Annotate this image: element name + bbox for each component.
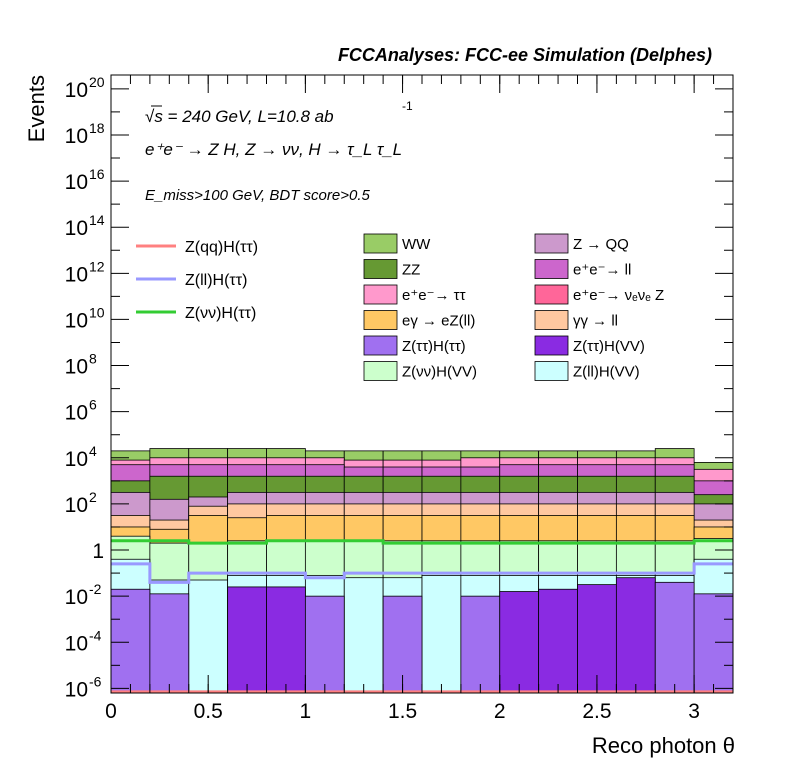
y-tick-label: 10	[65, 171, 88, 194]
stack-bar	[227, 586, 267, 694]
y-tick-label: 10	[65, 263, 88, 286]
legend-fill-label: Z(ττ)H(ττ)	[402, 338, 466, 355]
stack-bar	[615, 577, 656, 694]
y-tick-label: 10	[65, 402, 88, 425]
stack-bar	[149, 593, 190, 694]
legend-fill-label: Z(ll)H(VV)	[573, 364, 640, 381]
signal-line	[111, 562, 733, 584]
legend-fill-swatch	[363, 335, 398, 356]
legend-fill-label: Z(νν)H(VV)	[402, 364, 477, 381]
legend-fill-label: e⁺e⁻→ νₑνₑ Z	[573, 287, 664, 304]
y-tick-exponent: -6	[89, 673, 102, 689]
y-tick-label: 10	[65, 125, 88, 148]
x-tick-label: 0	[105, 700, 117, 723]
legend-fill-label: ZZ	[402, 262, 420, 279]
y-tick-label: 10	[65, 632, 88, 655]
stack-bar	[343, 577, 384, 694]
y-tick-label: 1	[92, 540, 104, 563]
y-tick-label: 10	[65, 586, 88, 609]
legend-fill-label: WW	[402, 236, 431, 253]
x-tick-label: 2.5	[582, 700, 611, 723]
legend-fill-swatch	[363, 259, 398, 279]
y-tick-exponent: 10	[89, 304, 105, 320]
y-tick-label: 10	[65, 448, 88, 471]
legend-fill-swatch	[534, 284, 569, 305]
legend-fill-swatch	[534, 259, 569, 279]
process-annotation: e⁺e⁻ → Z H, Z → νν, H → τ_L τ_L	[145, 140, 402, 159]
stack-bar	[693, 593, 734, 694]
stack-bar	[110, 588, 151, 694]
stack-bar	[304, 595, 345, 694]
plot-title: FCCAnalyses: FCC-ee Simulation (Delphes)	[338, 45, 712, 65]
y-tick-label: 10	[65, 79, 88, 102]
legend-line-label: Z(ll)H(ττ)	[185, 272, 247, 289]
legend-fill-label: eγ → eZ(ll)	[402, 313, 475, 330]
y-tick-label: 10	[65, 494, 88, 517]
y-tick-exponent: 6	[89, 397, 97, 413]
y-tick-label: 10	[65, 356, 88, 379]
stack-bar	[499, 591, 540, 694]
y-tick-exponent: 8	[89, 351, 97, 367]
y-tick-exponent: 4	[89, 443, 97, 459]
legend: Z(qq)H(ττ) Z(ll)H(ττ) Z(νν)H(ττ) WW Z → QQ ZZ…	[136, 105, 664, 381]
lumi-exponent: -1	[402, 99, 413, 113]
legend-line-label: Z(qq)H(ττ)	[185, 239, 258, 256]
stack-bar	[538, 588, 578, 694]
legend-line-label: Z(νν)H(ττ)	[185, 305, 256, 322]
cuts-annotation: E_miss>100 GeV, BDT score>0.5	[145, 187, 370, 204]
y-tick-label: 10	[65, 309, 88, 332]
legend-fill-swatch	[534, 310, 569, 330]
x-tick-label: 1	[300, 700, 312, 723]
legend-fill-swatch	[534, 233, 569, 254]
legend-fill-label: Z(ττ)H(VV)	[573, 338, 645, 355]
y-tick-exponent: -2	[89, 581, 102, 597]
x-tick-label: 0.5	[194, 700, 223, 723]
stack-bar	[421, 574, 462, 694]
y-tick-label: 10	[65, 678, 88, 701]
signal-line	[111, 539, 733, 545]
y-tick-exponent: 12	[89, 258, 105, 274]
legend-fill-swatch	[363, 310, 398, 330]
y-tick-exponent: 18	[89, 120, 105, 136]
y-axis-label: Events	[24, 75, 49, 142]
legend-fill-label: γγ → ll	[573, 313, 618, 330]
x-tick-label: 1.5	[388, 700, 417, 723]
legend-fill-swatch	[363, 361, 398, 381]
y-tick-exponent: 20	[89, 74, 105, 90]
y-tick-exponent: 16	[89, 166, 105, 182]
legend-fill-label: Z → QQ	[573, 236, 629, 253]
legend-fill-label: e⁺e⁻→ ll	[573, 262, 631, 279]
x-tick-label: 3	[688, 700, 700, 723]
legend-fill-swatch	[363, 233, 398, 254]
y-tick-exponent: 2	[89, 489, 97, 505]
stacked-histogram	[110, 448, 734, 694]
x-tick-label: 2	[494, 700, 506, 723]
y-tick-exponent: 14	[89, 212, 105, 228]
y-tick-exponent: -4	[89, 627, 102, 643]
energy-annotation: √s = 240 GeV, L=10.8 ab	[145, 107, 334, 126]
stack-bar	[266, 586, 306, 694]
legend-fill-label: e⁺e⁻→ ττ	[402, 287, 466, 304]
stack-bar	[188, 579, 229, 694]
legend-fill-swatch	[534, 361, 569, 381]
y-tick-label: 10	[65, 217, 88, 240]
legend-fill-swatch	[534, 335, 569, 356]
stack-bar	[460, 595, 501, 694]
legend-fill-swatch	[363, 284, 398, 305]
x-axis-label: Reco photon θ	[592, 733, 735, 758]
stack-bar	[654, 581, 695, 694]
